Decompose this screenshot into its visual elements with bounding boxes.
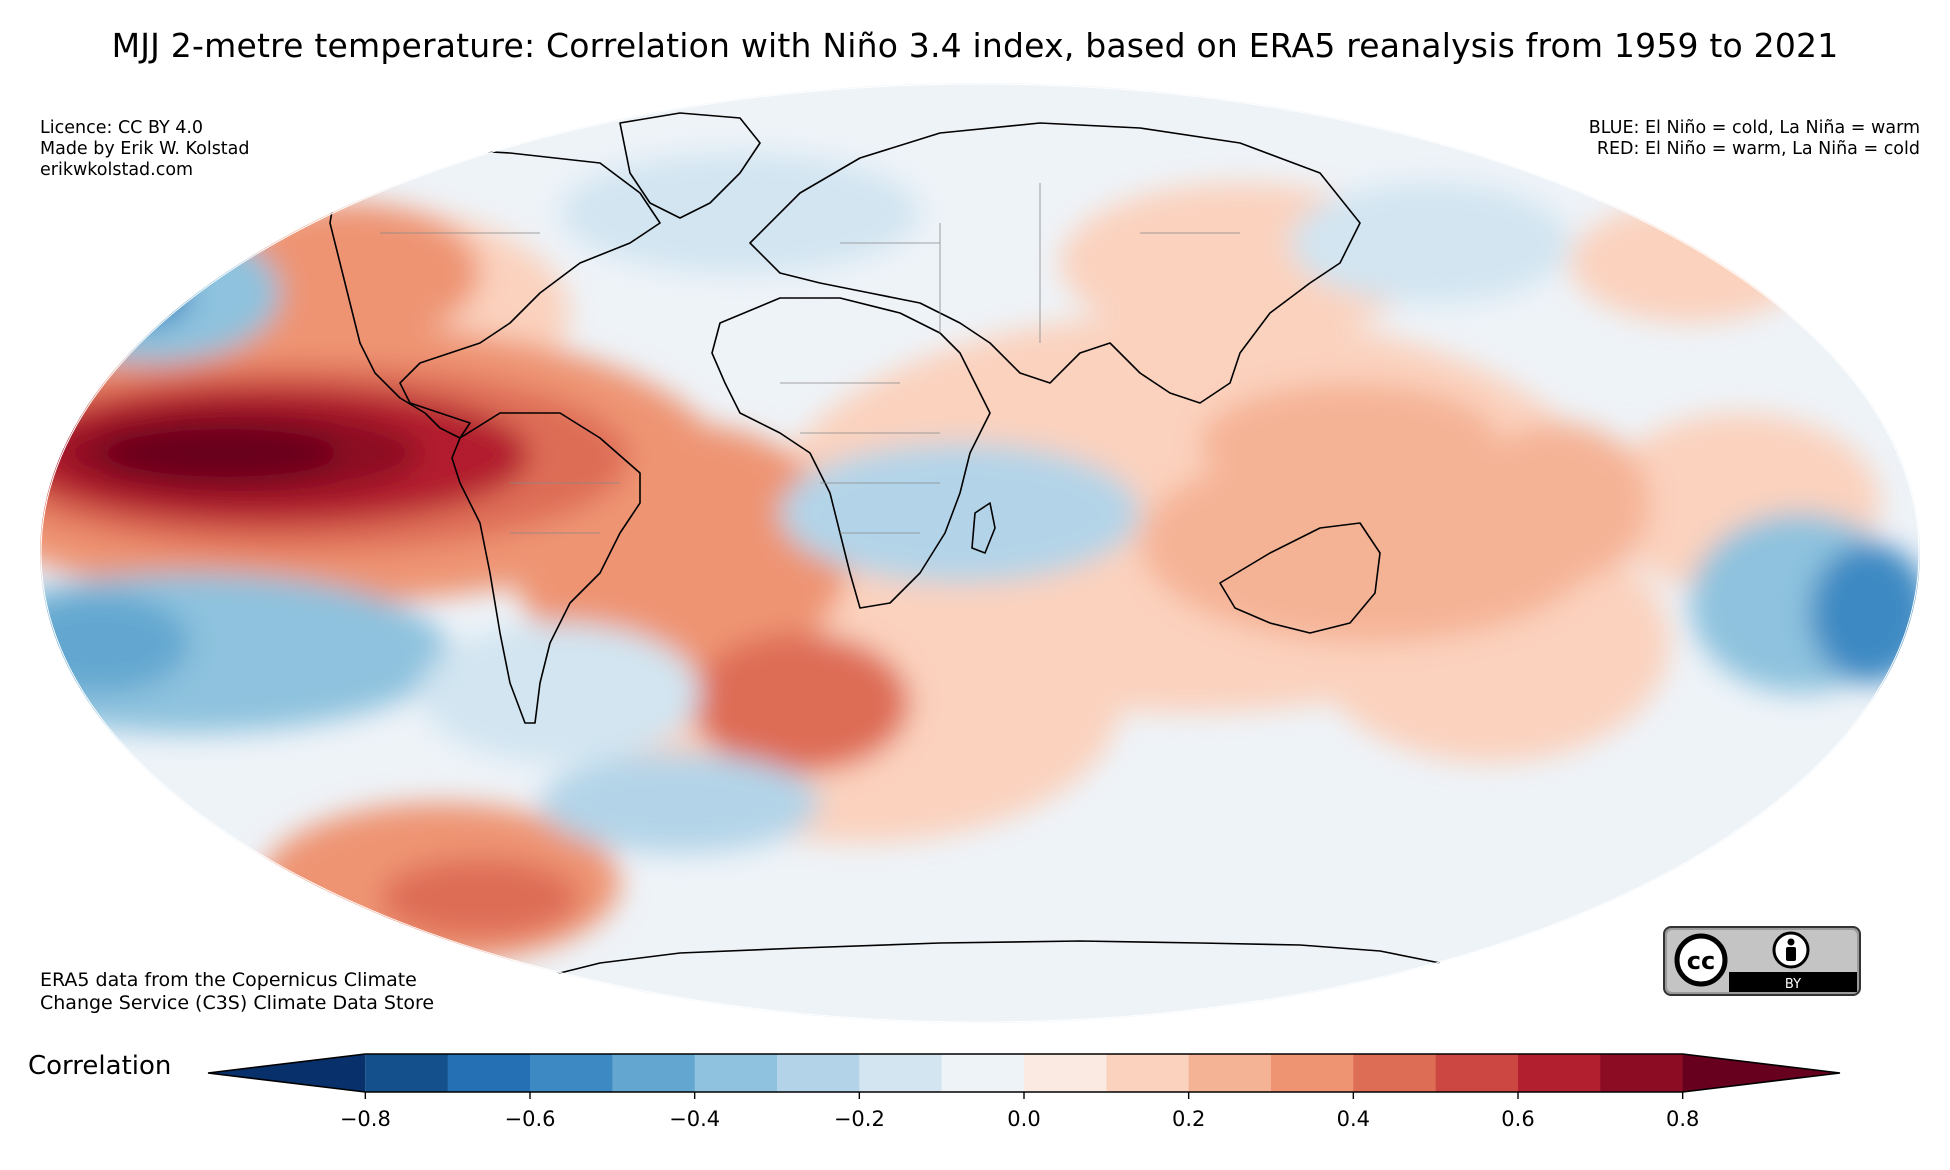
colorbar-tick-label: −0.2 <box>834 1107 885 1131</box>
madagascar-outline <box>971 502 996 554</box>
colorbar-tick-label: 0.8 <box>1666 1107 1699 1131</box>
colorbar-tick-label: 0.2 <box>1172 1107 1205 1131</box>
antarctica-outline <box>519 940 1441 984</box>
australia-outline <box>1219 522 1381 634</box>
by-label: BY <box>1785 977 1801 992</box>
colorbar-tick-label: 0.0 <box>1007 1107 1040 1131</box>
legend-explanation: BLUE: El Niño = cold, La Niña = warm RED… <box>1589 118 1920 160</box>
blue-explanation: BLUE: El Niño = cold, La Niña = warm <box>1588 118 1920 138</box>
colorbar-segment <box>1188 1054 1272 1092</box>
colorbar-extend-left <box>208 1054 366 1092</box>
licence-info: Licence: CC BY 4.0 Made by Erik W. Kolst… <box>40 118 250 181</box>
cc-by-badge: cc BY <box>1663 926 1861 996</box>
south-america-outline <box>451 412 641 724</box>
colorbar-tick-label: −0.4 <box>669 1107 720 1131</box>
africa-outline <box>711 297 991 609</box>
licence-line: Licence: CC BY 4.0 <box>40 118 204 138</box>
map-title: MJJ 2-metre temperature: Correlation wit… <box>111 26 1839 65</box>
globe-outline <box>40 83 1920 1023</box>
colorbar-tick-label: 0.4 <box>1337 1107 1370 1131</box>
cc-text: cc <box>1687 947 1715 975</box>
colorbar-label: Correlation <box>28 1051 171 1081</box>
colorbar-segment <box>694 1054 778 1092</box>
colorbar-segment <box>447 1054 531 1092</box>
source-line-1: ERA5 data from the Copernicus Climate <box>40 969 417 991</box>
colorbar-tick-label: 0.6 <box>1501 1107 1534 1131</box>
colorbar-extend-right <box>1682 1054 1840 1092</box>
source-line-2: Change Service (C3S) Climate Data Store <box>40 992 435 1014</box>
colorbar-segment <box>1435 1054 1519 1092</box>
colorbar-tick-label: −0.8 <box>340 1107 391 1131</box>
author-line: Made by Erik W. Kolstad <box>40 139 250 159</box>
colorbar-segment <box>941 1054 1025 1092</box>
red-explanation: RED: El Niño = warm, La Niña = cold <box>1596 139 1920 159</box>
colorbar-segment <box>1600 1054 1684 1092</box>
colorbar-segments <box>207 1053 1841 1093</box>
colorbar-segment <box>1518 1054 1601 1092</box>
colorbar-segment <box>365 1054 449 1092</box>
website-line: erikwkolstad.com <box>40 160 194 180</box>
north-america-outline <box>329 147 661 439</box>
colorbar-segment <box>1024 1054 1107 1092</box>
colorbar-segment <box>530 1054 613 1092</box>
border-line <box>380 183 1240 534</box>
colorbar: Correlation −0.8 −0.6 −0.4 −0.2 0.0 0.2 0.4 0.6… <box>28 1051 1841 1131</box>
colorbar-segment <box>1106 1054 1190 1092</box>
colorbar-segment <box>612 1054 696 1092</box>
colorbar-segment <box>859 1054 943 1092</box>
colorbar-segment <box>1353 1054 1437 1092</box>
colorbar-segment <box>777 1054 860 1092</box>
cc-icon <box>1674 933 1728 987</box>
data-source: ERA5 data from the Copernicus Climate Ch… <box>40 969 434 1015</box>
colorbar-ticks: −0.8 −0.6 −0.4 −0.2 0.0 0.2 0.4 0.6 0.8 <box>340 1092 1699 1131</box>
country-borders <box>380 183 1240 534</box>
mollweide-map <box>40 83 1920 1023</box>
colorbar-tick-label: −0.6 <box>505 1107 556 1131</box>
greenland-outline <box>619 112 761 219</box>
colorbar-segment <box>1271 1054 1354 1092</box>
